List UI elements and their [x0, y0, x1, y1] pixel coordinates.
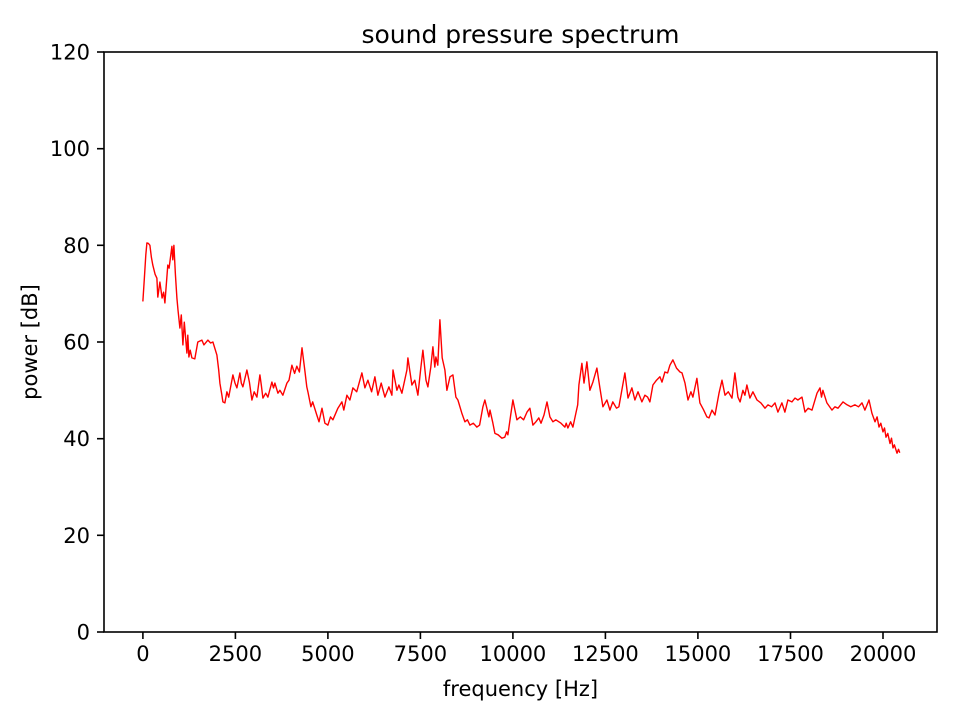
y-tick-label: 80: [63, 234, 90, 258]
chart-title: sound pressure spectrum: [361, 20, 679, 49]
x-tick-label: 2500: [209, 642, 262, 666]
x-tick-label: 0: [136, 642, 149, 666]
spectrum-line: [142, 242, 901, 454]
x-axis-label: frequency [Hz]: [443, 677, 598, 701]
y-axis: 0 20 40 60 80 100 120: [50, 41, 104, 645]
y-tick-label: 100: [50, 137, 90, 161]
y-tick-label: 0: [77, 621, 90, 645]
x-tick-label: 10000: [479, 642, 546, 666]
x-tick-label: 17500: [757, 642, 824, 666]
x-axis: 0 2500 5000 7500 10000 12500 15000 17500 20000: [136, 632, 916, 666]
x-tick-label: 15000: [664, 642, 731, 666]
plot-frame: [103, 51, 938, 633]
x-tick-label: 12500: [572, 642, 639, 666]
y-tick-label: 20: [63, 524, 90, 548]
y-tick-label: 40: [63, 427, 90, 451]
y-tick-label: 60: [63, 331, 90, 355]
x-tick-label: 20000: [850, 642, 917, 666]
x-tick-label: 5000: [301, 642, 354, 666]
y-axis-label: power [dB]: [18, 284, 42, 400]
x-tick-label: 7500: [394, 642, 447, 666]
y-tick-label: 120: [50, 41, 90, 65]
